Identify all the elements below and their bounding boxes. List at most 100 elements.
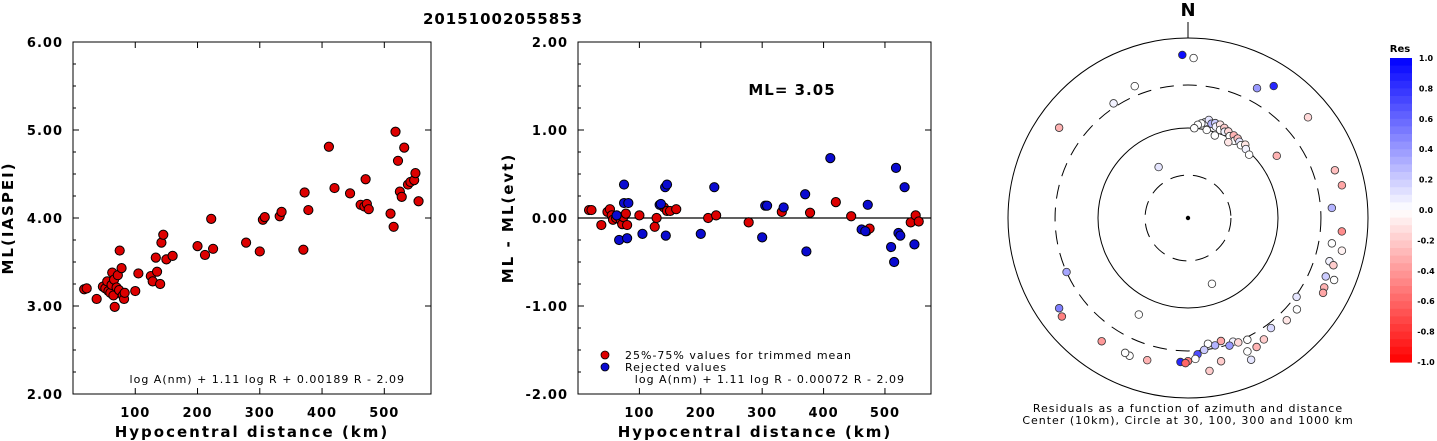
residual-distance-point [743, 217, 754, 228]
ml-distance-point [192, 241, 203, 252]
residual-distance-point [671, 204, 682, 215]
colorbar-tick-label: -0.8 [1417, 328, 1435, 337]
colorbar-swatch [1390, 96, 1412, 105]
residual-distance-xtick-label: 400 [808, 406, 838, 421]
ml-distance-point [158, 229, 169, 240]
event-id-title: 20151002055853 [423, 10, 583, 28]
residual-distance-point [804, 207, 816, 218]
ml-distance-point [303, 204, 314, 216]
residual-distance-point [660, 230, 671, 241]
residual-distance-point [651, 212, 662, 224]
colorbar-swatch [1390, 301, 1412, 310]
ml-distance-formula: log A(nm) + 1.11 log R + 0.00189 R - 2.0… [130, 373, 405, 386]
colorbar-swatch [1390, 187, 1412, 196]
residual-distance-point [801, 246, 812, 257]
station-marker [1216, 336, 1226, 346]
residual-distance-point [890, 162, 902, 173]
station-marker [1210, 341, 1220, 350]
ring-100km [1097, 127, 1279, 309]
ml-distance-point [388, 221, 399, 232]
colorbar-tick-label: -0.4 [1417, 267, 1435, 276]
colorbar-swatch [1390, 354, 1412, 363]
colorbar-swatch [1390, 202, 1412, 211]
ml-distance-point [390, 126, 401, 137]
colorbar-swatch [1390, 80, 1412, 89]
colorbar-swatch [1390, 156, 1412, 165]
ml-distance-ytick-label: 4.00 [27, 212, 63, 227]
station-marker [1054, 304, 1064, 313]
ml-distance-point [298, 244, 309, 255]
station-marker [1329, 261, 1338, 270]
residual-distance-formula: log A(nm) + 1.11 log R - 0.00072 R - 2.0… [635, 373, 905, 386]
residual-distance-xticks: 100 200 300 400 500 [624, 42, 899, 421]
residual-distance-yticks: -2.00 -1.00 0.00 1.00 2.00 [526, 36, 931, 403]
colorbar-swatch [1390, 103, 1412, 112]
ml-distance-point [116, 263, 127, 274]
station-marker [1154, 162, 1163, 172]
colorbar-swatch [1390, 308, 1412, 317]
colorbar-swatch [1390, 179, 1412, 188]
colorbar-swatch [1390, 339, 1412, 348]
colorbar-swatch [1390, 324, 1412, 333]
residual-distance-xtick-label: 200 [686, 406, 716, 421]
residual-distance-xtick-label: 100 [624, 406, 654, 421]
residual-distance-ytick-label: 0.00 [532, 212, 568, 227]
residual-distance-point [825, 153, 836, 164]
residual-distance-ytick-label: -1.00 [526, 300, 568, 315]
station-marker [1109, 99, 1118, 108]
ml-distance-xtick-label: 400 [307, 406, 337, 421]
colorbar-swatch [1390, 88, 1412, 97]
station-marker [1321, 272, 1330, 281]
residual-distance-point [846, 211, 857, 222]
distance-rings [1007, 37, 1369, 399]
colorbar-swatch [1390, 263, 1412, 272]
ml-distance-xlabel: Hypocentral distance (km) [115, 423, 390, 441]
ml-distance-yticks: 2.00 3.00 4.00 5.00 6.00 [27, 36, 431, 403]
legend-label-rejected: Rejected values [625, 361, 727, 374]
colorbar-swatch [1390, 210, 1412, 219]
station-marker [1120, 348, 1130, 358]
colorbar-tick-label: 1.0 [1419, 54, 1434, 63]
colorbar-swatch [1390, 270, 1412, 279]
ml-distance-point [299, 187, 310, 198]
legend-marker-rejected [600, 362, 610, 372]
station-marker [1337, 246, 1347, 255]
ml-distance-point [150, 252, 161, 263]
station-marker [1259, 335, 1269, 344]
ml-distance-ytick-label: 2.00 [27, 388, 63, 403]
ml-distance-point [199, 249, 211, 261]
station-marker [1272, 151, 1281, 161]
ml-distance-point [167, 250, 178, 261]
colorbar-swatch [1390, 316, 1412, 325]
station-marker [1190, 124, 1199, 133]
colorbar-swatch [1390, 278, 1412, 287]
colorbar-swatch [1390, 58, 1412, 67]
colorbar-swatch [1390, 225, 1412, 234]
station-marker [1269, 81, 1278, 91]
ml-distance-point [413, 196, 424, 207]
colorbar-tick-label: -0.2 [1417, 236, 1435, 245]
residual-distance-xtick-label: 300 [747, 406, 777, 421]
colorbar-swatch [1390, 164, 1412, 173]
ml-distance-point [130, 285, 141, 297]
station-marker [1203, 339, 1213, 348]
ml-distance-point [385, 208, 396, 219]
colorbar-swatch [1390, 111, 1412, 120]
ml-distance-point [114, 245, 125, 256]
residual-distance-point [709, 182, 720, 193]
colorbar-title: Res [1390, 44, 1410, 55]
station-markers [1054, 50, 1347, 376]
residual-distance-point [649, 221, 660, 232]
ring-30km [1144, 174, 1232, 262]
station-marker [1337, 227, 1347, 236]
residual-distance-point [800, 189, 811, 200]
residual-colorbar: Res 1.0 0.8 0.6 0.4 0.2 0.0 -0.2 -0.4 -0.6 -0.8 -1… [1390, 44, 1435, 367]
residual-distance-point [895, 230, 906, 241]
residual-distance-point [623, 197, 634, 209]
ml-distance-xtick-label: 200 [182, 406, 212, 421]
colorbar-swatch [1390, 65, 1412, 74]
station-marker [1134, 310, 1144, 319]
ml-distance-ylabel: ML(IASPEI) [0, 161, 17, 274]
ml-distance-point [207, 243, 219, 254]
ml-distance-point [276, 206, 287, 217]
